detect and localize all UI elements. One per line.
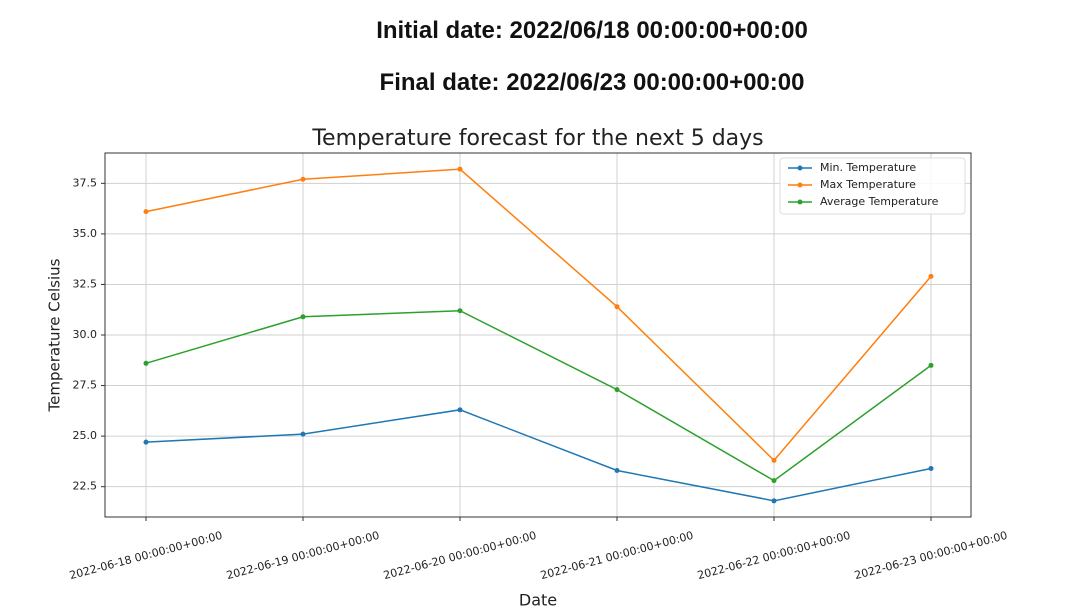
x-tick-label: 2022-06-20 00:00:00+00:00 [382,529,538,582]
final-date: Final date: 2022/06/23 00:00:00+00:00 [379,69,805,96]
y-tick-label: 22.5 [73,480,98,493]
data-point [143,439,149,445]
data-point [614,387,620,393]
legend-label: Max Temperature [820,178,916,191]
legend-box [779,157,966,215]
data-point [143,360,149,366]
data-point [771,457,777,463]
data-point [457,308,463,314]
x-tick-label: 2022-06-18 00:00:00+00:00 [68,529,224,582]
data-point [143,209,149,215]
x-tick-label: 2022-06-23 00:00:00+00:00 [853,529,1009,582]
y-tick-label: 25.0 [73,429,98,442]
data-point [300,314,306,320]
data-point [300,431,306,437]
x-tick-label: 2022-06-22 00:00:00+00:00 [696,529,852,582]
data-point [928,273,934,279]
initial-date: Initial date: 2022/06/18 00:00:00+00:00 [376,17,808,44]
legend-marker [797,182,803,188]
data-point [771,498,777,504]
series-line [145,409,932,502]
y-tick-label: 27.5 [73,379,98,392]
data-point [928,465,934,471]
legend-label: Min. Temperature [820,161,916,174]
data-point [457,166,463,172]
series-line [145,168,932,462]
series-line [145,309,932,482]
data-point [614,467,620,473]
legend-label: Average Temperature [820,195,939,208]
y-tick-label: 32.5 [73,277,98,290]
x-axis-label: Date [519,591,557,610]
x-tick-label: 2022-06-21 00:00:00+00:00 [539,529,695,582]
plot-frame [104,152,972,518]
data-point [928,362,934,368]
data-point [771,478,777,484]
y-axis-label: Temperature Celsius [46,258,64,412]
x-tick-label: 2022-06-19 00:00:00+00:00 [225,529,381,582]
legend-marker [797,199,803,205]
y-tick-label: 37.5 [73,176,98,189]
data-point [614,304,620,310]
y-tick-label: 35.0 [73,227,98,240]
legend-marker [797,165,803,171]
y-tick-label: 30.0 [73,328,98,341]
chart-title: Temperature forecast for the next 5 days [311,126,763,151]
data-point [300,176,306,182]
data-point [457,407,463,413]
